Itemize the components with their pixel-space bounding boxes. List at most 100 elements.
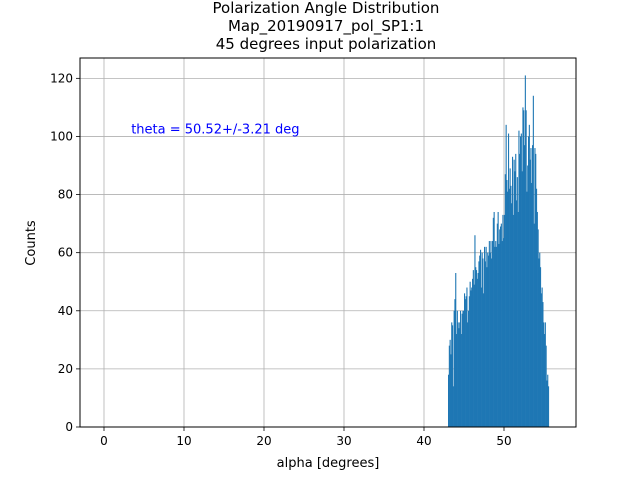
histogram-bar (517, 211, 519, 427)
chart-title-line-2: Map_20190917_pol_SP1:1 (228, 17, 424, 36)
histogram-bar (464, 293, 466, 427)
histogram-bar (462, 310, 464, 427)
histogram-bar (532, 145, 534, 428)
histogram-bar (495, 241, 497, 427)
histogram-bar (459, 322, 461, 427)
histogram-bars (448, 75, 550, 428)
y-tick-label: 60 (58, 246, 73, 260)
histogram-bar (453, 310, 455, 427)
plot-frame (79, 57, 577, 428)
x-tick-label: 10 (176, 434, 191, 448)
histogram-bar (492, 217, 494, 427)
histogram-bar (456, 310, 458, 427)
histogram-bar (500, 223, 502, 427)
histogram-bar (506, 180, 508, 427)
histogram-bar (487, 252, 489, 427)
histogram-bar (538, 258, 540, 427)
histogram-bar (512, 156, 514, 427)
histogram-bar (504, 174, 506, 427)
x-tick-label: 0 (100, 434, 108, 448)
histogram-bar (530, 148, 532, 427)
histogram-bar (535, 153, 537, 427)
histogram-bar (490, 241, 492, 427)
histogram-bar (448, 374, 450, 427)
histogram-bar (451, 322, 453, 427)
histogram-bar (476, 270, 478, 427)
histogram-bar (479, 255, 481, 427)
histogram-bar (452, 325, 454, 427)
y-tick-label: 80 (58, 188, 73, 202)
histogram-bar (493, 211, 495, 427)
histogram-bar (546, 380, 548, 427)
histogram-bar (465, 296, 467, 427)
histogram-bar (455, 273, 457, 427)
histogram-bar (547, 374, 549, 427)
y-tick-label: 100 (50, 129, 73, 143)
histogram-bar (510, 185, 512, 427)
x-tick-label: 30 (336, 434, 351, 448)
histogram-bar (492, 241, 494, 427)
y-axis-label: Counts (24, 220, 39, 266)
histogram-bar (511, 203, 513, 427)
histogram-bar (540, 293, 542, 427)
histogram-bar (534, 148, 536, 427)
histogram-bar (472, 270, 474, 427)
x-tick-label: 50 (496, 434, 511, 448)
histogram-bar (499, 229, 501, 427)
histogram-bar (486, 267, 488, 427)
histogram-bar (501, 241, 503, 427)
histogram-bar (457, 322, 459, 427)
histogram-bar (482, 258, 484, 427)
histogram-bar (531, 182, 533, 427)
histogram-bar (484, 261, 486, 427)
histogram-bar (472, 278, 474, 427)
histogram-bar (478, 261, 480, 427)
histogram-bar (516, 200, 518, 427)
histogram-bar (507, 191, 509, 427)
histogram-bar (463, 310, 465, 427)
histogram-bar (544, 334, 546, 427)
histogram-bar (520, 136, 522, 427)
histogram-bar (481, 252, 483, 427)
histogram-bar (458, 328, 460, 427)
histogram-bar (503, 238, 505, 427)
histogram-bar (540, 267, 542, 427)
histogram-bar (474, 235, 476, 427)
histogram-bar (514, 171, 516, 427)
histogram-bar (464, 299, 466, 427)
histogram-bar (533, 223, 535, 427)
y-tick-label: 0 (65, 420, 73, 434)
histogram-bar (527, 165, 529, 427)
histogram-bar (518, 130, 520, 427)
histogram-bar (475, 267, 477, 427)
histogram-bar (523, 110, 525, 428)
histogram-bar (491, 258, 493, 427)
histogram-bar (466, 287, 468, 427)
histogram-bar (494, 246, 496, 427)
histogram-bar (504, 214, 506, 427)
histogram-bar (522, 107, 524, 427)
x-tick-label: 20 (256, 434, 271, 448)
histogram-bar (521, 171, 523, 427)
chart-title-line-3: 45 degrees input polarization (216, 35, 437, 53)
chart-title-line-1: Polarization Angle Distribution (213, 0, 440, 17)
histogram-bar (449, 339, 451, 427)
histogram-bar (525, 110, 527, 428)
y-tick-label: 120 (50, 71, 73, 85)
histogram-bar (544, 322, 546, 427)
theta-annotation: theta = 50.52+/-3.21 deg (131, 123, 299, 138)
histogram-bar (477, 273, 479, 427)
histogram-bar (537, 229, 539, 427)
histogram-bar (461, 313, 463, 427)
histogram-bar (528, 124, 530, 427)
histogram-bar (484, 246, 486, 427)
histogram-bar (468, 310, 470, 427)
histogram-bar (520, 133, 522, 427)
histogram-bar (496, 246, 498, 427)
histogram-bar (469, 281, 471, 427)
histogram-bar (468, 296, 470, 427)
x-axis-label: alpha [degrees] (277, 456, 380, 471)
histogram-bar (448, 345, 450, 427)
